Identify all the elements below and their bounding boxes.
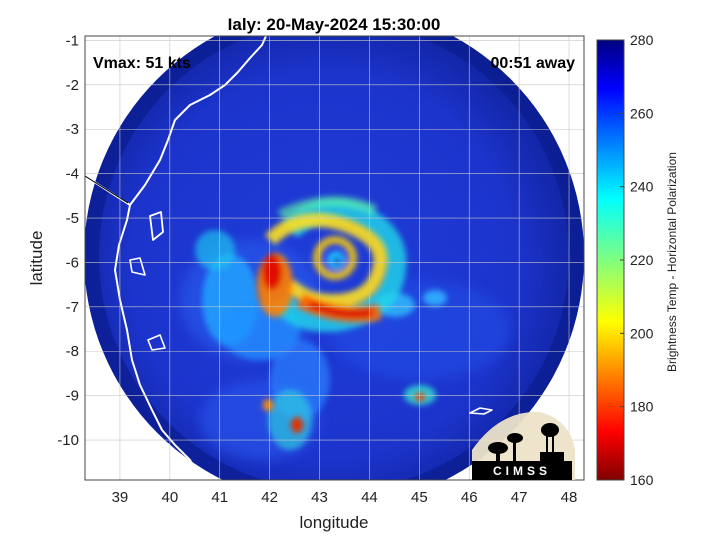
map-axes: Vmax: 51 kts 00:51 away CIMSS 39 40 41 42 43…	[57, 32, 585, 506]
plot-title: Ialy: 20-May-2024 15:30:00	[228, 15, 441, 34]
colorbar-tick-label: 260	[630, 105, 654, 121]
colorbar-tick-label: 180	[630, 399, 654, 415]
colorbar-tick-label: 240	[630, 179, 654, 195]
colorbar: 280 260 240 220 200 180 160 Brightness Temp - …	[596, 32, 679, 488]
x-tick-label: 47	[511, 489, 528, 506]
y-tick-label: -10	[57, 432, 79, 449]
y-tick-labels: -1 -2 -3 -4 -5 -6 -7 -8 -9 -10	[57, 32, 79, 449]
eta-label: 00:51 away	[490, 55, 575, 72]
y-tick-label: -2	[66, 77, 79, 94]
vmax-label: Vmax: 51 kts	[93, 55, 191, 72]
y-tick-label: -8	[66, 343, 79, 360]
colorbar-tick-label: 200	[630, 325, 654, 341]
y-tick-label: -4	[66, 166, 79, 183]
colorbar-tick-label: 280	[630, 32, 654, 48]
grid-lines	[85, 36, 584, 480]
x-tick-label: 43	[311, 489, 328, 506]
y-tick-label: -9	[66, 388, 79, 405]
colorbar-tick-label: 220	[630, 252, 654, 268]
x-axis-label: longitude	[299, 513, 368, 532]
x-tick-label: 46	[461, 489, 478, 506]
x-tick-label: 45	[411, 489, 428, 506]
y-tick-label: -7	[66, 299, 79, 316]
satellite-swath	[85, 36, 584, 480]
logo-text: CIMSS	[493, 464, 551, 478]
x-tick-labels: 39 40 41 42 43 44 45 46 47 48	[112, 489, 578, 506]
coastline	[85, 36, 493, 480]
axes-frame	[84, 35, 585, 481]
y-tick-label: -5	[66, 210, 79, 227]
y-tick-label: -6	[66, 254, 79, 271]
y-tick-label: -3	[66, 121, 79, 138]
x-tick-label: 40	[161, 489, 178, 506]
border-line	[85, 175, 129, 204]
x-tick-label: 44	[361, 489, 378, 506]
cimss-logo: CIMSS	[472, 411, 575, 480]
colorbar-ticks: 280 260 240 220 200 180 160	[620, 32, 654, 488]
x-tick-label: 41	[211, 489, 228, 506]
colorbar-tick-label: 160	[630, 472, 654, 488]
y-tick-label: -1	[66, 32, 79, 49]
colorbar-scale	[596, 39, 625, 481]
x-tick-label: 48	[561, 489, 578, 506]
x-tick-label: 39	[112, 489, 129, 506]
x-tick-label: 42	[261, 489, 278, 506]
y-axis-label: latitude	[27, 231, 46, 286]
storm-core	[257, 213, 425, 433]
colorbar-label: Brightness Temp - Horizontal Polarizatio…	[665, 152, 679, 372]
